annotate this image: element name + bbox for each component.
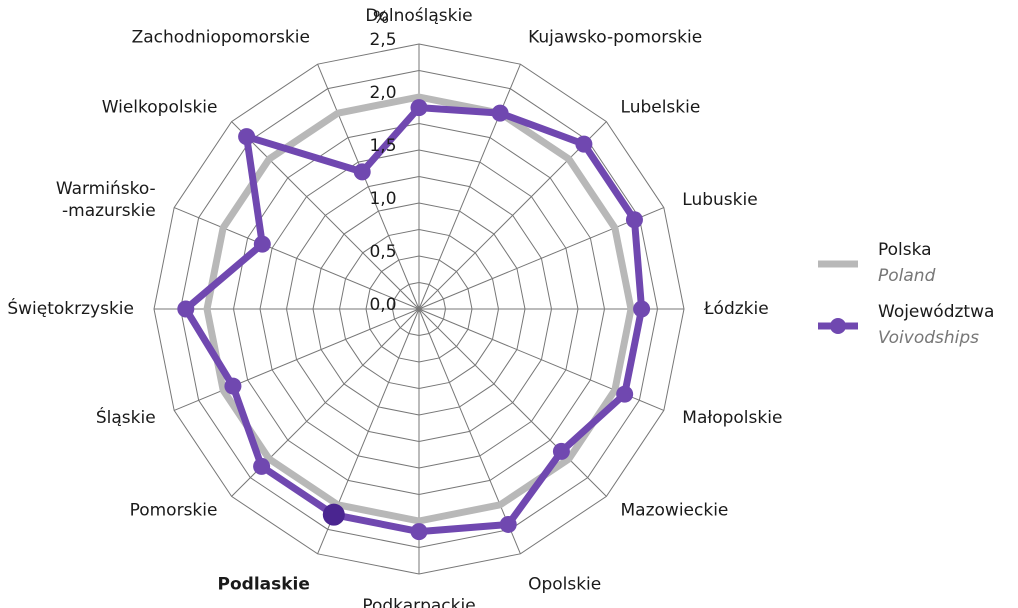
category-label: Lubuskie (682, 190, 757, 210)
tick-label: 1,5 (369, 136, 396, 156)
marker (224, 377, 242, 395)
spoke (418, 63, 521, 310)
tick-label: 2,0 (369, 83, 396, 103)
marker (238, 128, 256, 146)
category-label: Kujawsko-pomorskie (528, 28, 702, 48)
marker (253, 457, 271, 475)
category-label: Mazowieckie (621, 501, 729, 521)
category-label: Dolnośląskie (365, 6, 472, 26)
spoke (173, 308, 420, 411)
marker (253, 235, 271, 253)
category-label: Podkarpackie (362, 596, 475, 608)
legend-sublabel: Voivodships (878, 328, 979, 348)
marker (575, 135, 593, 153)
marker (410, 523, 428, 541)
marker (616, 385, 634, 403)
category-label: Świętokrzyskie (7, 297, 134, 319)
legend-sublabel: Poland (878, 266, 936, 286)
category-label: Śląskie (96, 406, 156, 428)
marker (353, 163, 371, 181)
unit-label: % (373, 8, 389, 28)
spoke (418, 308, 607, 497)
category-label: Łódzkie (703, 299, 769, 319)
marker (177, 300, 195, 318)
spoke (173, 207, 420, 310)
marker (410, 99, 428, 117)
spoke (418, 121, 607, 310)
category-label: Opolskie (528, 574, 601, 594)
label-line: -mazurskie (62, 201, 156, 221)
tick-label: 2,5 (369, 30, 396, 50)
tick-label: 0,5 (369, 242, 396, 262)
category-label: Podlaskie (218, 574, 310, 594)
label-line: Warmińsko- (56, 179, 156, 199)
legend-label: Województwa (878, 302, 994, 322)
legend-marker (830, 318, 846, 334)
marker (499, 515, 517, 533)
spoke (418, 308, 521, 555)
marker (625, 211, 643, 229)
marker (552, 442, 570, 460)
spoke (317, 63, 420, 310)
spoke (231, 121, 420, 310)
category-label: Pomorskie (130, 501, 218, 521)
spoke (418, 207, 665, 310)
category-label: Zachodniopomorskie (132, 28, 310, 48)
series-line (203, 93, 635, 525)
category-label: Wielkopolskie (102, 97, 218, 117)
category-label: Lubelskie (621, 97, 701, 117)
tick-label: 0,0 (369, 295, 396, 315)
marker (491, 104, 509, 122)
marker (322, 503, 345, 526)
marker (633, 300, 651, 318)
category-label: Małopolskie (682, 408, 782, 428)
category-label: Warmińsko--mazurskie (56, 179, 156, 221)
tick-label: 1,0 (369, 189, 396, 209)
legend-label: Polska (878, 240, 932, 260)
